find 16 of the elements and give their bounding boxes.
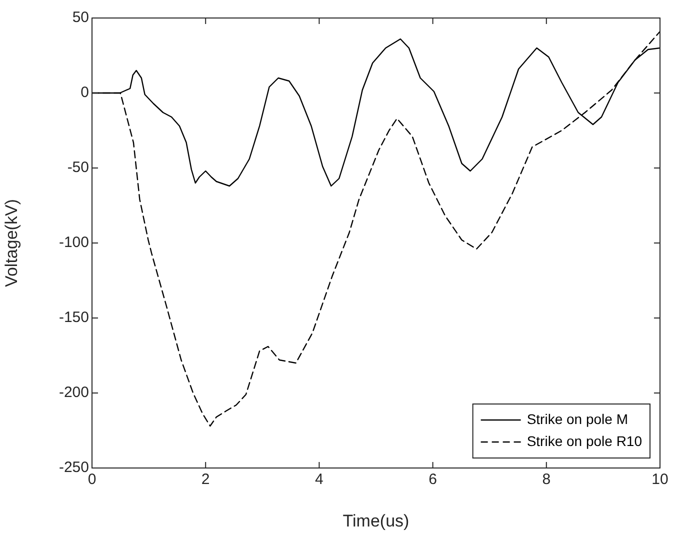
legend-label: Strike on pole M bbox=[526, 410, 628, 427]
y-tick-label: 0 bbox=[80, 84, 89, 102]
y-tick-label: -100 bbox=[58, 234, 89, 252]
x-tick-label: 2 bbox=[201, 471, 210, 488]
y-tick-label: -50 bbox=[67, 159, 89, 176]
y-tick-label: 50 bbox=[72, 9, 89, 26]
x-axis-title: Time(us) bbox=[342, 511, 410, 530]
x-tick-label: 4 bbox=[315, 471, 324, 488]
x-tick-label: 8 bbox=[542, 471, 551, 488]
legend-label: Strike on pole R10 bbox=[526, 432, 642, 449]
x-tick-label: 10 bbox=[652, 471, 668, 488]
y-tick-label: -200 bbox=[58, 384, 89, 402]
y-tick-label: -150 bbox=[58, 309, 89, 326]
y-tick-label: -250 bbox=[58, 459, 89, 476]
x-tick-label: 6 bbox=[428, 471, 437, 488]
y-axis-title: Voltage(kV) bbox=[2, 199, 21, 287]
